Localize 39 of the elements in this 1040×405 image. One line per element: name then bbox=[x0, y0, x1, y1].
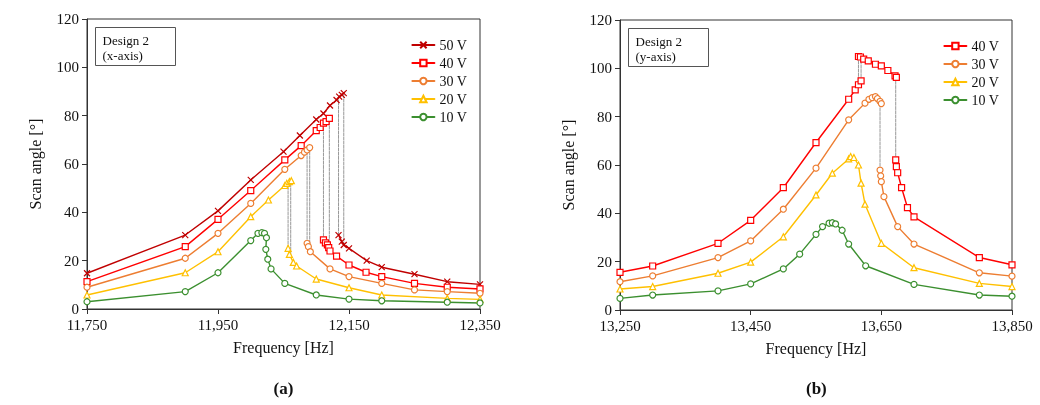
x-tick-label: 11,950 bbox=[197, 316, 239, 333]
y-tick-label: 0 bbox=[604, 302, 612, 318]
annotation: Design 2 (x-axis) bbox=[102, 32, 150, 63]
x-tick-label: 13,650 bbox=[860, 317, 902, 334]
y-tick-label: 20 bbox=[597, 253, 612, 270]
y-tick-label: 120 bbox=[589, 12, 612, 28]
x-tick-label: 13,450 bbox=[730, 317, 772, 334]
y-tick-label: 20 bbox=[64, 252, 79, 269]
x-tick-label: 13,850 bbox=[991, 317, 1033, 334]
legend-label: 10 V bbox=[971, 92, 999, 108]
legend-label: 20 V bbox=[971, 74, 999, 90]
y-axis-title: Scan angle [°] bbox=[559, 119, 578, 211]
text: (b) bbox=[806, 379, 827, 398]
x-tick-label: 11,750 bbox=[66, 316, 108, 333]
y-axis-title: Scan angle [°] bbox=[26, 118, 45, 210]
x-tick-label: 13,250 bbox=[599, 317, 641, 334]
legend-label: 30 V bbox=[971, 56, 999, 72]
legend-label: 40 V bbox=[439, 55, 467, 71]
y-tick-label: 80 bbox=[64, 107, 79, 124]
x-axis-title: Frequency [Hz] bbox=[765, 339, 867, 358]
x-tick-label: 12,350 bbox=[459, 316, 501, 333]
y-tick-label: 100 bbox=[589, 60, 612, 77]
y-tick-label: 80 bbox=[597, 108, 612, 125]
legend-label: 50 V bbox=[439, 37, 467, 53]
y-tick-label: 0 bbox=[71, 301, 79, 317]
legend-label: 20 V bbox=[439, 91, 467, 107]
y-tick-label: 40 bbox=[597, 205, 612, 222]
y-tick-label: 120 bbox=[56, 11, 79, 27]
y-tick-label: 40 bbox=[64, 204, 79, 221]
y-tick-label: 60 bbox=[597, 157, 612, 173]
y-tick-label: 60 bbox=[64, 156, 79, 172]
x-tick-label: 12,150 bbox=[328, 316, 370, 333]
text: (a) bbox=[273, 379, 294, 398]
x-axis-title: Frequency [Hz] bbox=[233, 338, 334, 357]
legend-label: 10 V bbox=[439, 109, 467, 125]
legend-label: 30 V bbox=[439, 73, 467, 89]
annotation: Design 2 (y-axis) bbox=[635, 33, 683, 64]
y-tick-label: 100 bbox=[56, 59, 79, 76]
legend-label: 40 V bbox=[971, 38, 999, 54]
